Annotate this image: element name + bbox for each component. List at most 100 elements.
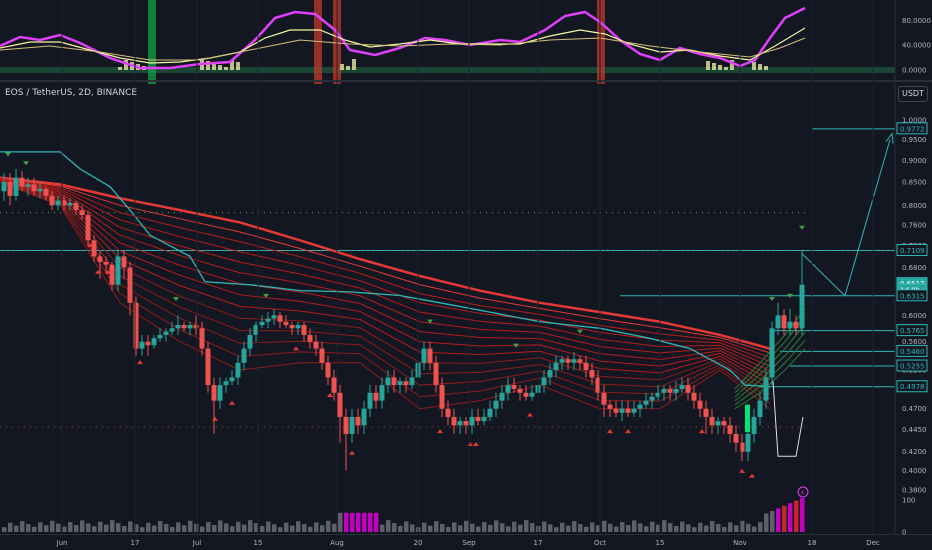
volume-bar xyxy=(158,521,163,532)
volume-bar xyxy=(170,526,175,532)
volume-bar xyxy=(632,520,637,532)
price-axis-label: 0.4000 xyxy=(902,467,927,475)
price-badge-text: 0.4978 xyxy=(900,383,925,391)
time-axis-line xyxy=(0,534,932,535)
time-axis-label: 18 xyxy=(808,539,817,547)
volume-bar xyxy=(764,513,769,532)
volume-bar xyxy=(776,508,781,532)
volume-bar xyxy=(92,526,97,532)
candle-body xyxy=(613,408,619,413)
sell-count-arrow xyxy=(467,441,473,446)
oscillator-histogram-bar xyxy=(706,61,710,70)
buy-count-arrow xyxy=(787,293,793,298)
candle-body xyxy=(25,184,31,187)
volume-bar xyxy=(248,520,253,532)
oscillator-histogram-bar xyxy=(352,59,356,70)
price-badge: 0.7109 xyxy=(896,243,928,256)
price-badge-text: 0.5255 xyxy=(900,363,925,371)
candle-body xyxy=(265,318,271,322)
moving-average-ribbon-line xyxy=(0,180,771,390)
volume-bar xyxy=(254,523,259,532)
volume-bar xyxy=(566,525,571,532)
volume-bar xyxy=(278,527,283,532)
volume-bar xyxy=(98,521,103,532)
moving-average-ribbon-line xyxy=(0,179,771,376)
candle-body xyxy=(355,416,361,426)
candle-body xyxy=(559,359,565,363)
volume-bar xyxy=(194,523,199,532)
candle-body xyxy=(565,359,571,363)
volume-bar xyxy=(380,524,385,532)
time-axis-label: Nov xyxy=(733,539,747,547)
price-badge: 0.5460 xyxy=(896,344,928,357)
candle-body xyxy=(553,362,559,371)
volume-bar xyxy=(644,526,649,532)
volume-bar xyxy=(242,524,247,532)
candle-body xyxy=(571,359,577,363)
volume-bar xyxy=(320,525,325,532)
volume-bar xyxy=(440,524,445,532)
price-axis-label: 0.4450 xyxy=(902,426,927,434)
volume-bar xyxy=(674,525,679,532)
volume-bar xyxy=(224,523,229,532)
candle-body xyxy=(409,377,415,386)
candle-body xyxy=(475,416,481,422)
price-badge-box xyxy=(896,344,928,357)
candle-body xyxy=(277,315,283,322)
sell-count-arrow xyxy=(473,441,479,446)
candle-body xyxy=(37,188,43,192)
volume-bar xyxy=(506,526,511,532)
candle-body xyxy=(481,416,487,422)
oscillator-histogram-bar xyxy=(118,67,122,70)
volume-bar xyxy=(374,512,379,532)
volume-bar xyxy=(488,524,493,532)
candle-body xyxy=(163,331,169,335)
volume-bar xyxy=(428,525,433,532)
candle-body xyxy=(403,381,409,386)
volume-bar xyxy=(38,522,43,532)
volume-bar xyxy=(56,523,61,532)
volume-bar xyxy=(176,522,181,532)
price-badge-box xyxy=(896,289,928,302)
candle-body xyxy=(745,404,750,433)
buy-count-arrow xyxy=(23,161,29,166)
currency-button[interactable]: USDT xyxy=(898,86,928,102)
time-axis-label: Jun xyxy=(56,539,68,547)
oscillator-axis-label: 40.0000 xyxy=(902,42,931,50)
candle-body xyxy=(97,256,103,262)
volume-bar xyxy=(464,520,469,532)
volume-bar xyxy=(272,524,277,532)
volume-bar xyxy=(338,512,343,532)
volume-bar xyxy=(656,524,661,532)
candle-body xyxy=(631,408,637,413)
price-axis-label: 0.6800 xyxy=(902,264,927,272)
candle-body xyxy=(253,325,259,335)
volume-bar xyxy=(668,523,673,532)
volume-bar xyxy=(398,525,403,532)
candle-body xyxy=(103,261,109,265)
candle-body xyxy=(331,377,337,393)
volume-bar xyxy=(692,527,697,532)
volume-bar xyxy=(422,522,427,532)
time-axis-label: 17 xyxy=(131,539,140,547)
sell-count-arrow xyxy=(749,473,755,478)
candle-body xyxy=(271,315,277,319)
candle-body xyxy=(313,341,319,349)
volume-bar xyxy=(560,522,565,532)
oscillator-zero-band xyxy=(0,67,895,73)
moving-average-ribbon-line xyxy=(0,177,771,358)
candle-body xyxy=(625,408,631,413)
price-badge-text: 0.9772 xyxy=(900,125,925,133)
sell-count-arrow xyxy=(95,269,101,274)
candle-body xyxy=(175,325,181,329)
volume-bar xyxy=(638,523,643,532)
candle-body xyxy=(649,396,655,401)
candle-body xyxy=(157,334,163,339)
candle-body xyxy=(769,328,775,378)
volume-bar xyxy=(110,520,115,532)
candle-body xyxy=(643,400,649,405)
candle-body xyxy=(607,404,613,409)
price-badge-text: 0.6315 xyxy=(900,292,925,300)
oscillator-histogram-bar xyxy=(236,62,240,70)
